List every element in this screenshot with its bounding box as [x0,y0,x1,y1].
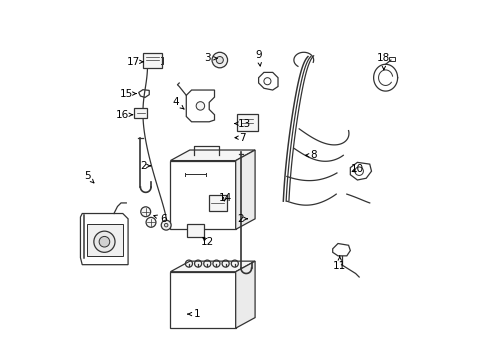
Circle shape [216,57,223,64]
Circle shape [212,52,227,68]
Text: 5: 5 [84,171,94,183]
Text: 7: 7 [235,133,245,143]
Polygon shape [170,150,255,161]
FancyBboxPatch shape [134,108,147,118]
Text: 3: 3 [203,53,217,63]
Polygon shape [235,150,255,229]
Polygon shape [170,261,255,272]
Text: 15: 15 [120,89,136,99]
Text: 1: 1 [187,309,200,319]
FancyBboxPatch shape [236,114,257,131]
FancyBboxPatch shape [187,224,203,237]
FancyBboxPatch shape [143,53,161,68]
Text: 12: 12 [201,237,214,247]
Text: 8: 8 [305,150,316,160]
Text: 16: 16 [116,110,132,120]
Text: 13: 13 [234,118,251,129]
Circle shape [161,220,171,230]
Text: 4: 4 [172,98,183,109]
Text: 18: 18 [376,53,390,69]
Text: 17: 17 [126,57,143,67]
Polygon shape [87,224,122,256]
Text: 2: 2 [237,214,247,224]
FancyBboxPatch shape [208,195,226,211]
Circle shape [141,207,150,217]
Text: 6: 6 [154,214,166,224]
Text: 11: 11 [332,256,346,271]
Text: 9: 9 [255,50,262,66]
Circle shape [164,224,167,227]
Circle shape [196,102,204,110]
Text: 2: 2 [141,161,150,171]
Polygon shape [235,261,255,328]
Circle shape [94,231,115,252]
Circle shape [99,237,109,247]
Text: 10: 10 [350,165,363,174]
Text: 14: 14 [218,193,231,203]
Circle shape [146,217,156,227]
